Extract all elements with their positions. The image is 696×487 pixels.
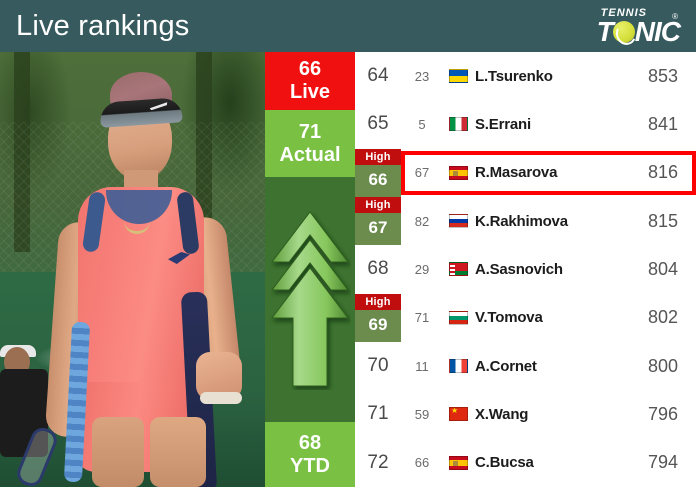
player-right-leg <box>150 417 206 487</box>
rank-cell: High 69 <box>355 293 401 342</box>
rank-value: 65 <box>367 113 389 135</box>
rank-change-value: 59 <box>414 406 430 422</box>
rank-change-value: 66 <box>414 455 430 471</box>
rank-cell: 64 <box>355 52 401 100</box>
rank-value: 64 <box>367 65 389 87</box>
country-flag-icon <box>449 455 468 470</box>
table-row[interactable]: 70 11 A.Cornet 800 <box>355 342 696 390</box>
rank-value: 72 <box>367 451 389 473</box>
rank-value: 68 <box>367 258 389 280</box>
logo-letters-nic: NIC <box>634 15 681 47</box>
rank-status-column: 66 Live 71 Actual <box>265 52 355 487</box>
table-row[interactable]: High 66 67 R.Masarova 816 <box>355 148 696 197</box>
country-flag-icon <box>449 117 468 132</box>
actual-rank-box: 71 Actual <box>265 110 355 177</box>
ytd-rank-value: 68 <box>298 431 322 454</box>
photo-tree-trunk-left <box>14 52 30 252</box>
live-rank-value: 66 <box>298 58 322 80</box>
high-badge: High <box>355 197 401 213</box>
rank-cell: 70 <box>355 342 401 390</box>
rank-value: 70 <box>367 355 389 377</box>
country-flag-icon <box>449 359 468 374</box>
rank-change-value: 67 <box>414 165 430 181</box>
country-flag-icon <box>449 310 468 325</box>
points-value: 815 <box>647 210 678 231</box>
tennis-ball-icon <box>612 20 635 43</box>
rank-change-value: 11 <box>415 358 429 374</box>
points-value: 794 <box>647 452 678 473</box>
player-necklace <box>124 216 150 234</box>
rank-change-value: 71 <box>414 310 430 326</box>
points-value: 802 <box>647 307 678 328</box>
rank-value: 69 <box>368 314 388 334</box>
logo-top-text: TENNIS <box>600 6 647 19</box>
logo-letter-t: T <box>596 15 614 47</box>
rank-cell: 72 <box>355 439 401 487</box>
player-name[interactable]: A.Sasnovich <box>475 260 563 278</box>
table-row[interactable]: 72 66 C.Bucsa 794 <box>355 439 696 487</box>
points-value: 800 <box>647 355 678 376</box>
high-badge: High <box>355 148 401 165</box>
player-name[interactable]: R.Masarova <box>475 164 558 182</box>
country-flag-icon <box>449 407 468 422</box>
points-value: 853 <box>647 65 678 86</box>
table-row[interactable]: 64 23 L.Tsurenko 853 <box>355 52 696 100</box>
rank-cell: High 67 <box>355 197 401 246</box>
photo-official-body <box>0 369 48 457</box>
player-name[interactable]: A.Cornet <box>475 357 537 375</box>
photo-tree-trunk-right <box>196 52 212 252</box>
country-flag-icon <box>449 262 468 277</box>
rank-value: 71 <box>367 403 389 425</box>
rank-change-value: 5 <box>418 116 426 132</box>
table-row[interactable]: High 67 82 K.Rakhimova 815 <box>355 197 696 246</box>
player-left-leg <box>92 417 144 487</box>
page-title: Live rankings <box>16 10 190 42</box>
trend-arrow-zone <box>265 177 355 422</box>
points-value: 804 <box>647 258 678 279</box>
rank-cell: 65 <box>355 100 401 148</box>
actual-rank-value: 71 <box>298 120 322 143</box>
logo-wordmark: T NIC <box>596 15 681 47</box>
rank-cell: 71 <box>355 390 401 438</box>
table-row[interactable]: 65 5 S.Errani 841 <box>355 100 696 148</box>
page-header: Live rankings TENNIS T NIC ® <box>0 0 696 52</box>
high-badge: High <box>355 293 401 310</box>
rank-change-value: 23 <box>414 68 430 84</box>
trend-up-arrow-icon <box>270 210 350 386</box>
actual-rank-label: Actual <box>279 143 341 166</box>
player-wristband <box>200 392 242 404</box>
player-name[interactable]: X.Wang <box>475 405 529 423</box>
rank-change-value: 82 <box>414 213 430 229</box>
points-value: 816 <box>647 162 678 183</box>
registered-trademark-icon: ® <box>672 11 678 21</box>
player-name[interactable]: K.Rakhimova <box>475 212 568 230</box>
country-flag-icon <box>449 214 468 229</box>
ytd-rank-box: 68 YTD <box>265 422 355 487</box>
table-row[interactable]: 71 59 X.Wang 796 <box>355 390 696 438</box>
rank-cell: 68 <box>355 245 401 293</box>
rank-change-value: 29 <box>414 261 430 277</box>
tennis-tonic-logo[interactable]: TENNIS T NIC ® <box>596 6 696 47</box>
player-photo <box>0 52 265 487</box>
player-name[interactable]: S.Errani <box>475 115 531 133</box>
table-row[interactable]: High 69 71 V.Tomova 802 <box>355 293 696 342</box>
rank-value: 67 <box>368 218 388 238</box>
rank-cell: High 66 <box>355 148 401 197</box>
ytd-rank-label: YTD <box>290 454 330 477</box>
player-name[interactable]: L.Tsurenko <box>475 67 553 85</box>
rank-value: 66 <box>368 169 388 189</box>
rankings-table: 64 23 L.Tsurenko 853 65 5 S.Errani 841 High 66 67 R… <box>355 52 696 487</box>
country-flag-icon <box>449 165 468 180</box>
live-rank-label: Live <box>289 81 331 103</box>
live-rank-box: 66 Live <box>265 52 355 110</box>
points-value: 796 <box>647 403 678 424</box>
table-row[interactable]: 68 29 A.Sasnovich 804 <box>355 245 696 293</box>
player-name[interactable]: C.Bucsa <box>475 454 534 472</box>
points-value: 841 <box>647 113 678 134</box>
player-name[interactable]: V.Tomova <box>475 309 543 327</box>
country-flag-icon <box>449 69 468 84</box>
